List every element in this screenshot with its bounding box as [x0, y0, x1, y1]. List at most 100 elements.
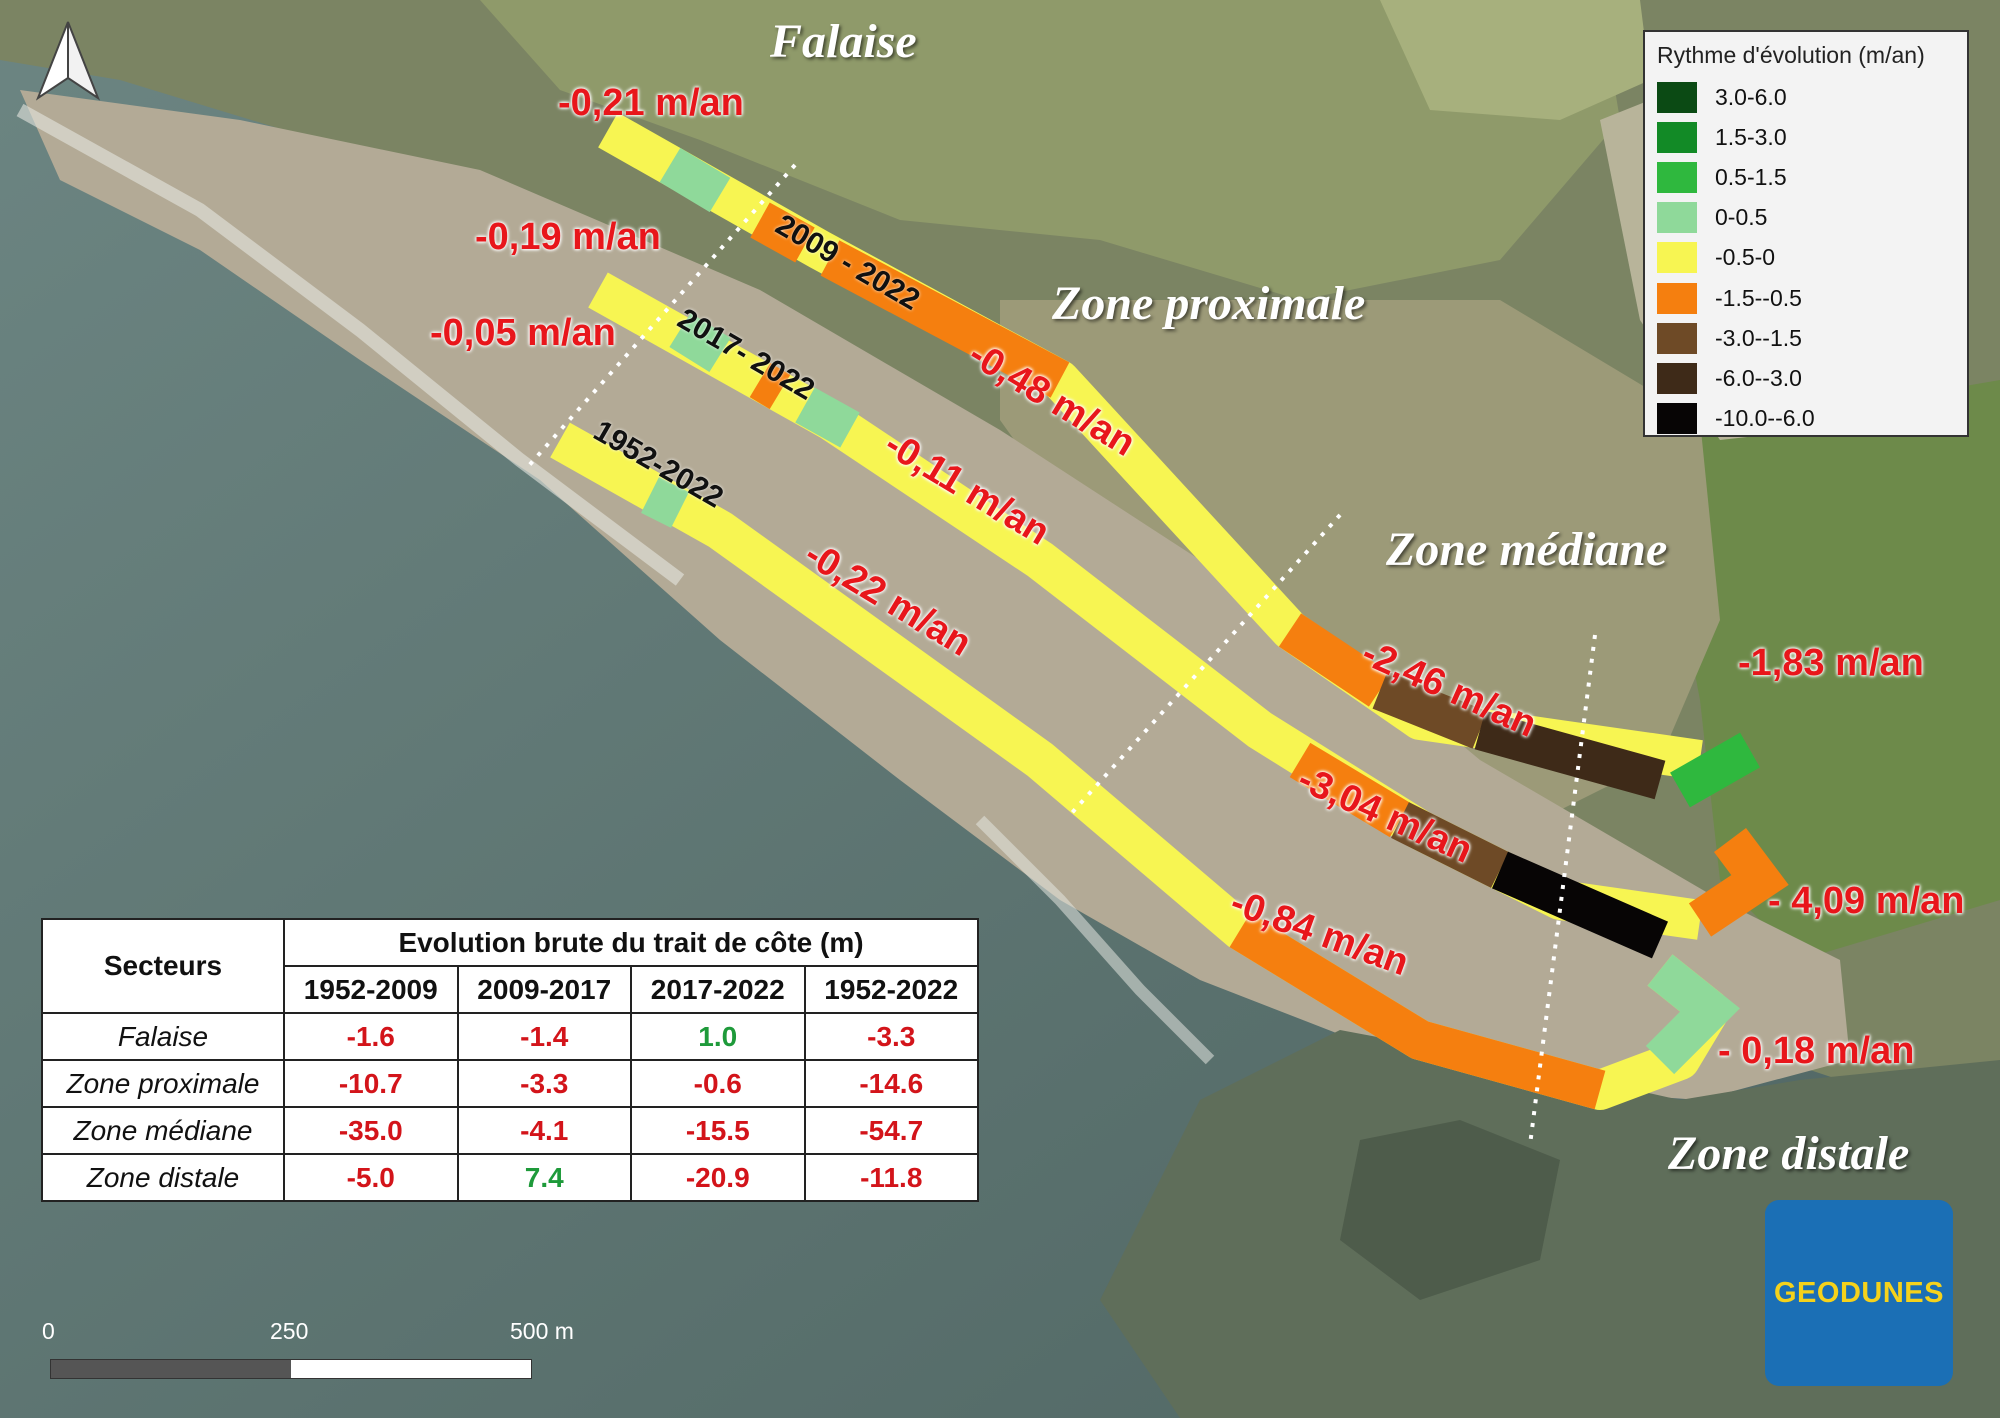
- rate-label: -0,19 m/an: [475, 216, 661, 258]
- track-segment: [1670, 732, 1760, 808]
- zone-label-falaise: Falaise: [770, 15, 917, 68]
- table-cell: -20.9: [630, 1153, 806, 1202]
- track-2009-2022: [598, 112, 1760, 808]
- rate-label: -1,83 m/an: [1738, 642, 1924, 684]
- legend-panel: Rythme d'évolution (m/an) 3.0-6.0 1.5-3.…: [1643, 30, 1969, 437]
- table-row: Zone distale -5.0 7.4 -20.9 -11.8: [41, 1153, 979, 1202]
- table-header-sectors: Secteurs: [41, 918, 285, 1014]
- table-row-label: Zone proximale: [41, 1059, 285, 1108]
- table-cell: -11.8: [803, 1153, 979, 1202]
- table-row-label: Zone distale: [41, 1153, 285, 1202]
- geodunes-logo: GEODUNES: [1765, 1200, 1953, 1386]
- zone-boundary-1: [523, 163, 797, 472]
- dune-area: [1000, 300, 1720, 820]
- table-cell: -3.3: [803, 1012, 979, 1061]
- scale-label-500: 500 m: [510, 1318, 574, 1344]
- legend-swatch: [1657, 322, 1697, 354]
- surf-line: [16, 103, 685, 586]
- legend-swatch: [1657, 403, 1697, 435]
- track-segment: [1645, 954, 1740, 1075]
- track-segment: [659, 147, 731, 213]
- track-segment: [1229, 912, 1606, 1110]
- table-row-label: Falaise: [41, 1012, 285, 1061]
- scale-bar-segment: [291, 1360, 531, 1378]
- track-segment: [749, 362, 791, 410]
- legend-list: 3.0-6.0 1.5-3.0 0.5-1.5 0-0.5 -0.5-0 -1.…: [1657, 77, 1955, 439]
- table-cell: -1.6: [283, 1012, 459, 1061]
- evolution-table-grid: Secteurs Evolution brute du trait de côt…: [41, 918, 979, 1202]
- zone-boundary-3: [1528, 634, 1597, 1146]
- legend-item-label: 1.5-3.0: [1715, 123, 1787, 150]
- legend-item: -1.5--0.5: [1657, 278, 1955, 318]
- rate-label: -0,21 m/an: [558, 82, 744, 124]
- track-segment: [1474, 710, 1666, 800]
- rocks: [1340, 1120, 1560, 1300]
- legend-item-label: 3.0-6.0: [1715, 83, 1787, 110]
- fields-area-2: [1380, 0, 1650, 120]
- table-cell: -14.6: [803, 1059, 979, 1108]
- track-1952-2022: [550, 422, 1740, 1110]
- table-column-header: 2009-2017: [456, 965, 632, 1014]
- legend-item-label: -0.5-0: [1715, 244, 1776, 271]
- rate-label: -0,05 m/an: [430, 312, 616, 354]
- track-segment: [1372, 671, 1488, 749]
- legend-swatch: [1657, 282, 1697, 314]
- track-segment: [1278, 613, 1392, 707]
- track-segment: [750, 202, 815, 263]
- green-fields: [1650, 380, 2000, 960]
- fields-area: [480, 0, 1620, 300]
- legend-item: -10.0--6.0: [1657, 399, 1955, 439]
- table-header-group: Evolution brute du trait de côte (m): [283, 918, 979, 967]
- legend-item-label: 0-0.5: [1715, 204, 1768, 231]
- rate-label: - 0,18 m/an: [1718, 1030, 1915, 1072]
- legend-title: Rythme d'évolution (m/an): [1657, 42, 1925, 68]
- table-column-header: 1952-2022: [803, 965, 979, 1014]
- table-cell: -35.0: [283, 1106, 459, 1155]
- table-cell: -10.7: [283, 1059, 459, 1108]
- table-row-label: Zone médiane: [41, 1106, 285, 1155]
- table-row: Zone proximale -10.7 -3.3 -0.6 -14.6: [41, 1059, 979, 1108]
- table-cell: -3.3: [456, 1059, 632, 1108]
- legend-item: 0.5-1.5: [1657, 157, 1955, 197]
- legend-item-label: 0.5-1.5: [1715, 163, 1787, 190]
- track-segment: [795, 387, 860, 448]
- scale-bar-segment: [51, 1360, 291, 1378]
- table-cell: -4.1: [456, 1106, 632, 1155]
- legend-item: 1.5-3.0: [1657, 117, 1955, 157]
- scale-label-0: 0: [42, 1318, 55, 1344]
- legend-item: -3.0--1.5: [1657, 318, 1955, 358]
- table-row: Zone médiane -35.0 -4.1 -15.5 -54.7: [41, 1106, 979, 1155]
- table-row: Falaise -1.6 -1.4 1.0 -3.3: [41, 1012, 979, 1061]
- legend-item-label: -3.0--1.5: [1715, 324, 1802, 351]
- legend-item-label: -1.5--0.5: [1715, 284, 1802, 311]
- zone-label-distale: Zone distale: [1668, 1127, 1910, 1180]
- table-cell: -0.6: [630, 1059, 806, 1108]
- table-column-header: 2017-2022: [630, 965, 806, 1014]
- legend-swatch: [1657, 362, 1697, 394]
- legend-swatch: [1657, 121, 1697, 153]
- legend-item-label: -6.0--3.0: [1715, 364, 1802, 391]
- legend-item: 3.0-6.0: [1657, 77, 1955, 117]
- track-segment: [1289, 742, 1411, 838]
- legend-item: -6.0--3.0: [1657, 358, 1955, 398]
- table-cell: -5.0: [283, 1153, 459, 1202]
- legend-swatch: [1657, 202, 1697, 234]
- north-arrow-icon: [35, 21, 101, 101]
- legend-item: -0.5-0: [1657, 238, 1955, 278]
- legend-item: 0-0.5: [1657, 198, 1955, 238]
- table-column-header: 1952-2009: [283, 965, 459, 1014]
- legend-swatch: [1657, 242, 1697, 274]
- legend-swatch: [1657, 161, 1697, 193]
- scale-label-250: 250: [270, 1318, 309, 1344]
- track-segment: [1391, 802, 1509, 888]
- table-cell: -1.4: [456, 1012, 632, 1061]
- beach-area: [20, 90, 1850, 1100]
- table-cell: -15.5: [630, 1106, 806, 1155]
- rate-label: - 4,09 m/an: [1768, 880, 1965, 922]
- track-segment: [641, 477, 689, 528]
- table-cell: -54.7: [803, 1106, 979, 1155]
- legend-swatch: [1657, 81, 1697, 113]
- table-cell: 7.4: [456, 1153, 632, 1202]
- zone-boundary-2: [1068, 513, 1342, 817]
